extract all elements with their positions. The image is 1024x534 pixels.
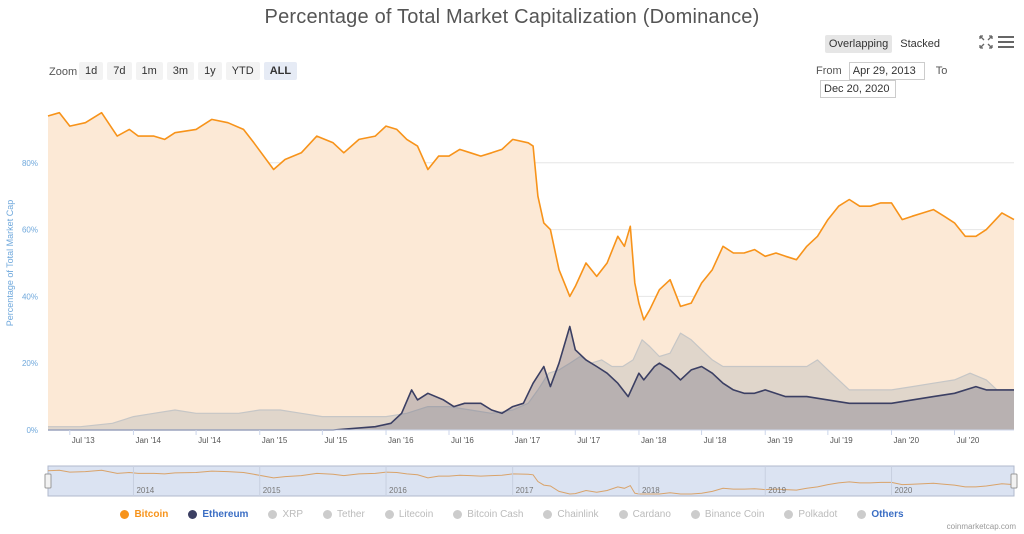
y-tick-label: 0% [26,426,38,435]
legend-item-others[interactable]: Others [857,509,904,520]
from-date-input[interactable] [848,62,925,80]
legend-item-polkadot[interactable]: Polkadot [784,509,837,520]
ethereum-line [48,325,1014,431]
zoom-1d-button[interactable]: 1d [79,62,104,80]
zoom-7d-button[interactable]: 7d [107,62,132,80]
to-date-input[interactable] [820,80,896,98]
x-tick-label: Jan '15 [262,436,288,445]
x-tick-label: Jan '17 [515,436,541,445]
bitcoin-area [48,112,1014,430]
y-tick-label: 20% [22,359,38,368]
legend-marker [323,510,333,519]
legend-marker [784,510,794,519]
legend-item-cardano[interactable]: Cardano [618,509,671,520]
legend-marker [618,510,628,519]
y-axis-label: Percentage of Total Market Cap [5,200,15,326]
x-tick-label: Jul '16 [451,436,474,445]
navigator-right-handle [1010,473,1018,489]
from-label: From [816,65,842,77]
legend-item-bitcoin[interactable]: Bitcoin [120,509,168,520]
legend-label: Tether [337,509,365,520]
legend-item-chainlink[interactable]: Chainlink [543,509,599,520]
x-tick-label: Jul '14 [198,436,221,445]
legend-item-litecoin[interactable]: Litecoin [384,509,434,520]
x-tick-label: Jan '19 [767,436,793,445]
chart-legend: Bitcoin Ethereum XRP Tether Litecoin Bitcoin … [0,509,1024,520]
navigator-year-label: 2019 [768,486,786,495]
y-tick-label: 60% [22,226,38,235]
x-tick-label: Jul '19 [830,436,853,445]
x-tick-label: Jan '16 [388,436,414,445]
zoom-ytd-button[interactable]: YTD [225,62,260,80]
to-label: To [935,65,948,77]
ethereum-area [48,326,1014,430]
legend-label: Litecoin [398,509,434,520]
bitcoin-line [47,111,1015,321]
y-tick-label: 80% [22,159,38,168]
legend-label: Bitcoin [134,509,169,520]
legend-marker [857,510,867,519]
x-tick-label: Jul '18 [704,436,727,445]
x-tick-label: Jan '18 [641,436,667,445]
legend-label: Binance Coin [704,509,765,520]
credit-text: coinmarketcap.com [946,522,1016,531]
x-tick-label: Jul '15 [324,436,347,445]
legend-marker [384,510,394,519]
others-line [48,332,1014,428]
x-tick-label: Jan '20 [894,436,920,445]
x-tick-label: Jul '17 [577,436,600,445]
zoom-1y-button[interactable]: 1y [198,62,222,80]
legend-item-xrp[interactable]: XRP [268,509,303,520]
navigator-year-label: 2015 [263,486,281,495]
legend-item-ethereum[interactable]: Ethereum [188,509,248,520]
legend-label: Bitcoin Cash [467,509,524,520]
x-tick-label: Jan '14 [135,436,161,445]
y-tick-label: 40% [22,292,38,301]
navigator-year-label: 2014 [136,486,154,495]
overlapping-button[interactable]: Overlapping [824,35,893,53]
navigator-range [47,465,1015,497]
date-range: From To [816,62,1024,98]
legend-marker [188,510,198,519]
zoom-3m-button[interactable]: 3m [166,62,195,80]
legend-label: Cardano [632,509,671,520]
navigator-year-label: 2016 [389,486,407,495]
zoom-buttons: 1d 7d 1m 3m 1y YTD ALL [79,62,298,80]
navigator-left-handle [44,473,52,489]
navigator-line [47,469,1015,495]
zoom-all-button[interactable]: ALL [263,62,298,80]
navigator-year-label: 2017 [516,486,534,495]
legend-label: Ethereum [202,509,249,520]
x-tick-label: Jul '20 [956,436,979,445]
menu-icon[interactable] [998,36,1014,49]
legend-item-bitcoin-cash[interactable]: Bitcoin Cash [453,509,523,520]
zoom-label: Zoom [49,66,78,78]
navigator-year-label: 2020 [895,486,913,495]
legend-marker [120,510,130,519]
x-tick-label: Jul '13 [72,436,95,445]
stacked-button[interactable]: Stacked [900,38,940,50]
legend-label: Others [871,509,904,520]
fullscreen-icon[interactable] [979,35,993,49]
legend-label: Chainlink [557,509,599,520]
others-area [48,333,1014,430]
navigator-year-label: 2018 [642,486,660,495]
legend-item-tether[interactable]: Tether [323,509,365,520]
legend-item-binance-coin[interactable]: Binance Coin [690,509,765,520]
zoom-1m-button[interactable]: 1m [135,62,163,80]
legend-label: Polkadot [798,509,838,520]
legend-label: XRP [282,509,304,520]
legend-marker [453,510,463,519]
legend-marker [543,510,553,519]
chart-title: Percentage of Total Market Capitalizatio… [264,6,760,28]
view-mode-toggle: Overlapping Stacked [824,35,944,53]
legend-marker [690,510,700,519]
legend-marker [268,510,278,519]
